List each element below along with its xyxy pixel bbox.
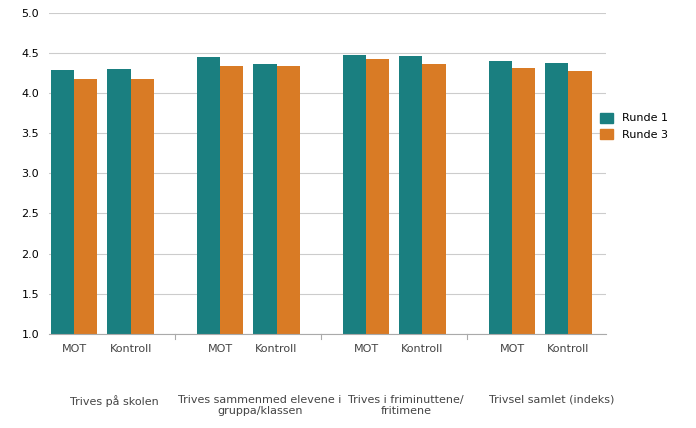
Bar	[197, 57, 220, 334]
Legend: Runde 1, Runde 3: Runde 1, Runde 3	[595, 108, 672, 144]
Text: Trives på skolen: Trives på skolen	[70, 395, 159, 407]
Bar	[545, 63, 569, 334]
Bar	[569, 71, 592, 334]
Bar	[51, 70, 74, 334]
Bar	[276, 66, 300, 334]
Bar	[512, 68, 535, 334]
Bar	[220, 66, 244, 334]
Bar	[343, 55, 366, 334]
Text: Trives i friminuttene/
fritimene: Trives i friminuttene/ fritimene	[348, 395, 464, 416]
Bar	[253, 64, 276, 334]
Bar	[400, 56, 422, 334]
Text: Trives sammenmed elevene i
gruppa/klassen: Trives sammenmed elevene i gruppa/klasse…	[178, 395, 342, 416]
Bar	[366, 59, 389, 334]
Bar	[131, 80, 154, 334]
Bar	[489, 61, 512, 334]
Text: Trivsel samlet (indeks): Trivsel samlet (indeks)	[489, 395, 615, 405]
Bar	[107, 69, 131, 334]
Bar	[74, 80, 97, 334]
Bar	[422, 64, 445, 334]
